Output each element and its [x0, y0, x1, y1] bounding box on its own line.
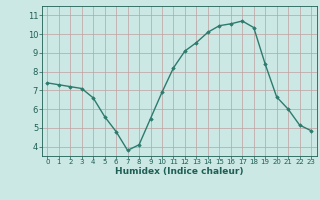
X-axis label: Humidex (Indice chaleur): Humidex (Indice chaleur)	[115, 167, 244, 176]
